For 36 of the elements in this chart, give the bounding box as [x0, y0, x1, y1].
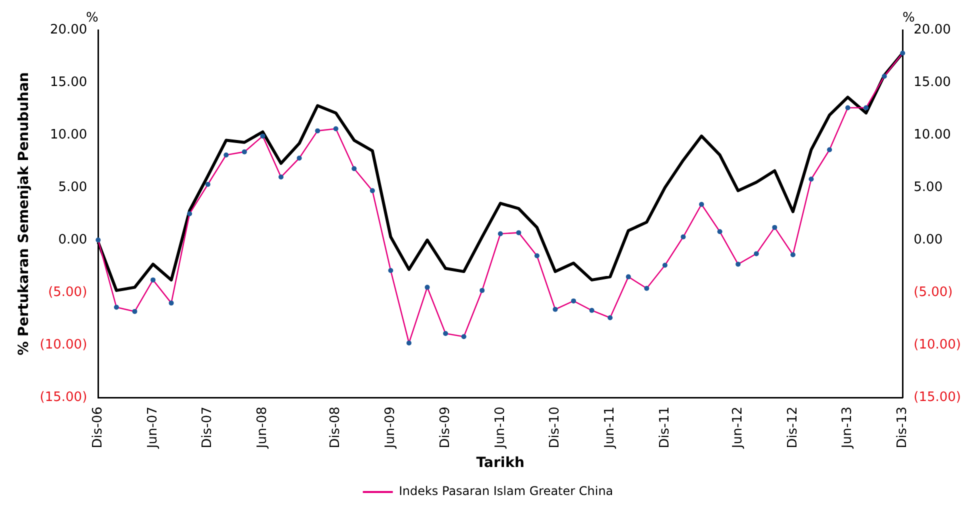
x-tick-label: Dis-09 [438, 406, 453, 448]
x-tick-label: Dis-11 [657, 406, 672, 448]
x-tick-label: Jun-07 [145, 406, 160, 450]
x-tick-label: Jun-13 [840, 406, 856, 450]
y2-tick-label: (15.00) [914, 390, 962, 405]
x-tick-label: Dis-06 [90, 406, 106, 448]
y-tick-label: 0.00 [58, 232, 88, 248]
x-tick-label: Dis-07 [200, 406, 216, 448]
x-tick-label: Jun-09 [383, 406, 398, 450]
y-tick-label: 15.00 [50, 74, 88, 90]
x-tick-label: Dis-08 [328, 406, 344, 448]
x-tick-label: Dis-12 [785, 406, 800, 448]
x-tick-label: Jun-11 [602, 406, 618, 450]
y2-tick-label: (5.00) [914, 284, 953, 300]
y2-tick-label: 5.00 [914, 180, 943, 195]
legend-label: Indeks Pasaran Islam Greater China [398, 484, 614, 498]
y-tick-label: 20.00 [50, 22, 88, 38]
y-axis-title: % Pertukaran Semenjak Penubuhan [16, 72, 32, 356]
x-axis-title: Tarikh [476, 455, 524, 472]
text: % [902, 10, 915, 26]
y-tick-label: 10.00 [50, 127, 88, 142]
y-tick-label: (15.00) [40, 390, 88, 405]
y2-tick-label: 20.00 [914, 22, 951, 38]
y-tick-label: (5.00) [48, 284, 88, 300]
y2-tick-label: 10.00 [914, 127, 951, 142]
x-tick-label: Dis-13 [895, 406, 910, 448]
y2-tick-label: 15.00 [914, 74, 951, 90]
x-tick-label: Jun-12 [730, 406, 746, 450]
x-tick-label: Dis-10 [548, 406, 563, 448]
y-tick-label: (10.00) [40, 337, 88, 352]
x-tick-label: Jun-08 [255, 406, 270, 450]
text: % [86, 10, 98, 26]
y2-tick-label: (10.00) [914, 337, 962, 352]
x-tick-label: Jun-10 [492, 406, 508, 450]
y2-tick-label: 0.00 [914, 232, 943, 248]
y-tick-label: 5.00 [58, 180, 88, 195]
